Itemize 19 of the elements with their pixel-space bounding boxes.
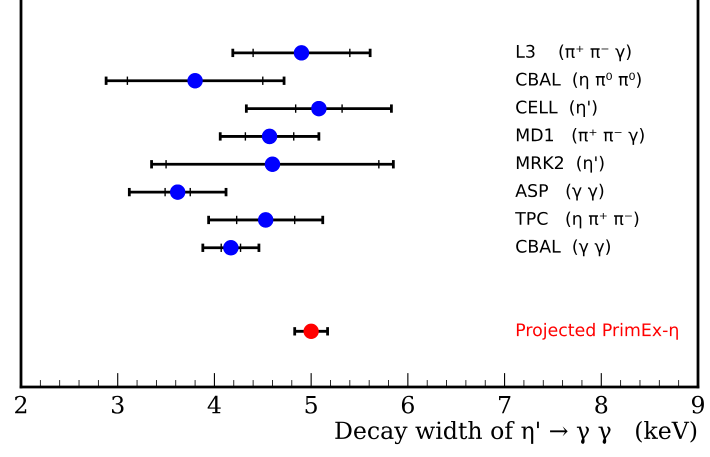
x-tick-label: 2 bbox=[15, 396, 26, 414]
y-tick-label: Projected PrimEx-η bbox=[516, 322, 678, 340]
y-tick-label: ASP (γ γ) bbox=[515, 184, 604, 201]
x-tick-label: 7 bbox=[499, 396, 510, 414]
x-axis-title: Decay width of η' → γ γ (keV) bbox=[335, 420, 696, 444]
y-tick-label: CBAL (η π⁰ π⁰) bbox=[516, 72, 641, 90]
x-tick-label: 9 bbox=[692, 396, 704, 414]
x-tick-label: 8 bbox=[595, 396, 608, 414]
x-tick-label: 5 bbox=[306, 396, 317, 414]
y-tick-label: MD1 (π⁺ π⁻ γ) bbox=[516, 128, 644, 145]
x-tick-label: 4 bbox=[208, 396, 221, 414]
y-tick-label: CBAL (γ γ) bbox=[516, 239, 610, 256]
y-tick-label: TPC (η π⁺ π⁻) bbox=[515, 212, 638, 228]
x-tick-label: 3 bbox=[112, 396, 124, 414]
x-tick-label: 6 bbox=[402, 396, 414, 414]
y-tick-label: MRK2 (η') bbox=[516, 156, 604, 173]
point bbox=[304, 324, 319, 339]
y-tick-label: L3 (π⁺ π⁻ γ) bbox=[516, 44, 631, 62]
y-tick-label: CELL (η') bbox=[516, 100, 597, 117]
